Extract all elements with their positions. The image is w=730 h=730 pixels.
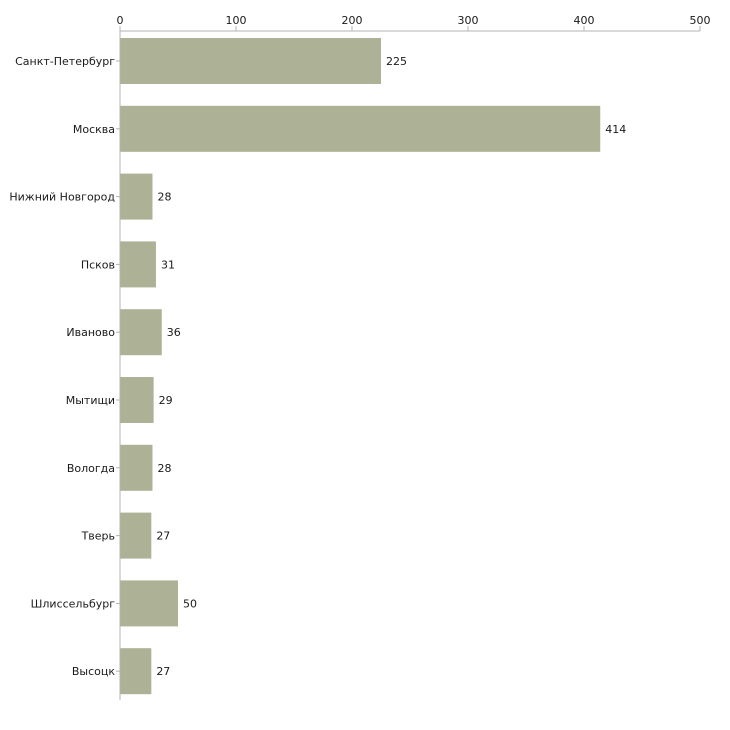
x-tick-label: 400	[574, 14, 595, 27]
x-tick-label: 0	[117, 14, 124, 27]
bar	[120, 648, 152, 695]
category-label: Мытищи	[66, 394, 115, 407]
data-label: 50	[183, 597, 197, 610]
axes	[116, 26, 701, 700]
data-label: 36	[167, 326, 181, 339]
bar	[120, 38, 381, 84]
bar	[120, 173, 153, 220]
bar	[120, 512, 152, 559]
category-label: Псков	[81, 258, 115, 271]
x-tick-label: 500	[690, 14, 711, 27]
category-label: Тверь	[81, 530, 115, 543]
data-label: 27	[156, 665, 170, 678]
x-tick-label: 300	[458, 14, 479, 27]
data-label: 414	[605, 123, 626, 136]
category-label: Нижний Новгород	[9, 191, 115, 204]
category-label: Высоцк	[72, 665, 115, 678]
bar	[120, 444, 153, 491]
category-label: Иваново	[66, 326, 115, 339]
labels: 0 100 200 300 400 500 Санкт-Петербург 225 Москва…	[9, 14, 710, 678]
data-label: 29	[159, 394, 173, 407]
bar	[120, 309, 162, 356]
data-label: 28	[157, 462, 171, 475]
bar	[120, 241, 156, 288]
data-label: 27	[156, 530, 170, 543]
data-label: 28	[157, 191, 171, 204]
x-tick-label: 200	[342, 14, 363, 27]
bar	[120, 377, 154, 423]
x-tick-label: 100	[226, 14, 247, 27]
category-label: Шлиссельбург	[31, 597, 116, 610]
bar	[120, 105, 601, 152]
bar	[120, 580, 178, 627]
data-label: 31	[161, 258, 175, 271]
data-label: 225	[386, 55, 407, 68]
category-label: Москва	[73, 123, 115, 136]
category-label: Санкт-Петербург	[15, 55, 115, 68]
bars	[120, 38, 601, 695]
category-label: Вологда	[67, 462, 115, 475]
